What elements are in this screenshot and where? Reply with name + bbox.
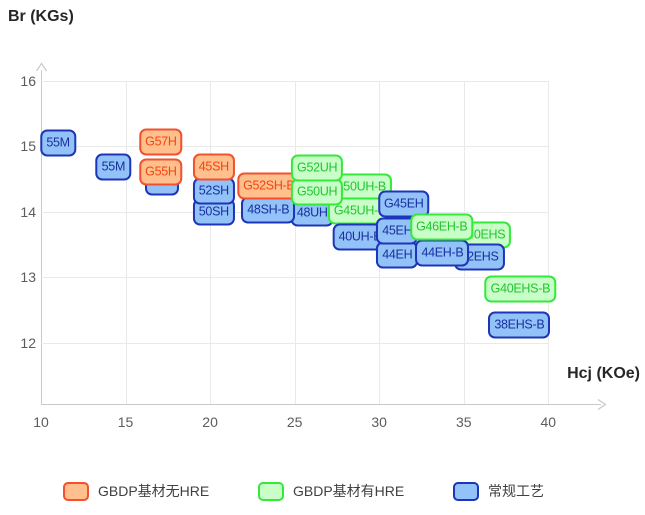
legend-item-gbdp-hre[interactable]: GBDP基材有HRE xyxy=(258,480,404,502)
gridline-horizontal xyxy=(41,146,548,148)
grade-box-g46eh-b: G46EH-B xyxy=(410,213,474,241)
gridline-horizontal xyxy=(41,81,548,82)
grade-box-g50uh: G50UH xyxy=(291,178,344,206)
legend-item-conventional[interactable]: 常规工艺 xyxy=(453,480,544,502)
grade-box-g40ehs-b: G40EHS-B xyxy=(484,275,557,303)
blue-swatch-icon xyxy=(453,481,479,501)
x-tick-label: 15 xyxy=(117,414,134,430)
orange-swatch-icon xyxy=(63,481,89,501)
grade-box-55m: 55M xyxy=(40,129,76,157)
y-tick-label: 13 xyxy=(20,269,36,286)
y-tick-label: 15 xyxy=(20,138,36,155)
grade-box-45sh: 45SH xyxy=(192,153,235,181)
grade-box-52sh: 52SH xyxy=(192,177,235,205)
y-tick-label: 12 xyxy=(20,334,36,351)
grade-box-g52sh-b: G52SH-B xyxy=(237,172,301,200)
y-axis-line xyxy=(41,70,42,404)
gridline-horizontal xyxy=(41,342,548,344)
grade-box-g45eh: G45EH xyxy=(377,190,430,218)
grade-box-38ehs-b: 38EHS-B xyxy=(488,311,551,339)
gridline-vertical xyxy=(548,81,550,404)
axis-arrow-up-icon xyxy=(36,62,47,72)
legend-item-gbdp-no-hre[interactable]: GBDP基材无HRE xyxy=(63,480,209,502)
x-tick-label: 25 xyxy=(286,414,303,430)
grade-box-44eh: 44EH xyxy=(376,241,419,269)
grade-box-g57h: G57H xyxy=(139,128,183,156)
x-tick-label: 10 xyxy=(33,414,49,430)
chart-legend: GBDP基材无HRE GBDP基材有HRE 常规工艺 xyxy=(0,480,645,504)
x-tick-label: 35 xyxy=(455,414,472,430)
grade-box-48sh-b: 48SH-B xyxy=(241,196,296,224)
grade-box-g52uh: G52UH xyxy=(291,154,344,182)
legend-label: GBDP基材有HRE xyxy=(293,483,405,499)
y-tick-label: 14 xyxy=(20,203,36,220)
x-axis-line xyxy=(41,404,601,405)
x-axis-title: Hcj (KOe) xyxy=(567,365,640,382)
grade-box-g55h: G55H xyxy=(139,158,183,186)
gridline-vertical xyxy=(210,81,212,404)
legend-label: 常规工艺 xyxy=(488,483,544,499)
axis-arrow-right-icon xyxy=(597,399,607,410)
gridline-horizontal xyxy=(41,277,548,279)
gridline-vertical xyxy=(125,81,127,404)
legend-label: GBDP基材无HRE xyxy=(98,483,210,499)
x-tick-label: 40 xyxy=(540,414,557,430)
gridline-vertical xyxy=(294,81,296,404)
green-swatch-icon xyxy=(258,481,284,501)
x-tick-label: 20 xyxy=(202,414,218,430)
grade-box-55m: 55M xyxy=(95,153,132,181)
x-tick-label: 30 xyxy=(371,414,387,430)
y-tick-label: 16 xyxy=(20,73,36,89)
grade-box-44eh-b: 44EH-B xyxy=(415,239,470,267)
y-axis-title: Br (KGs) xyxy=(8,8,74,25)
